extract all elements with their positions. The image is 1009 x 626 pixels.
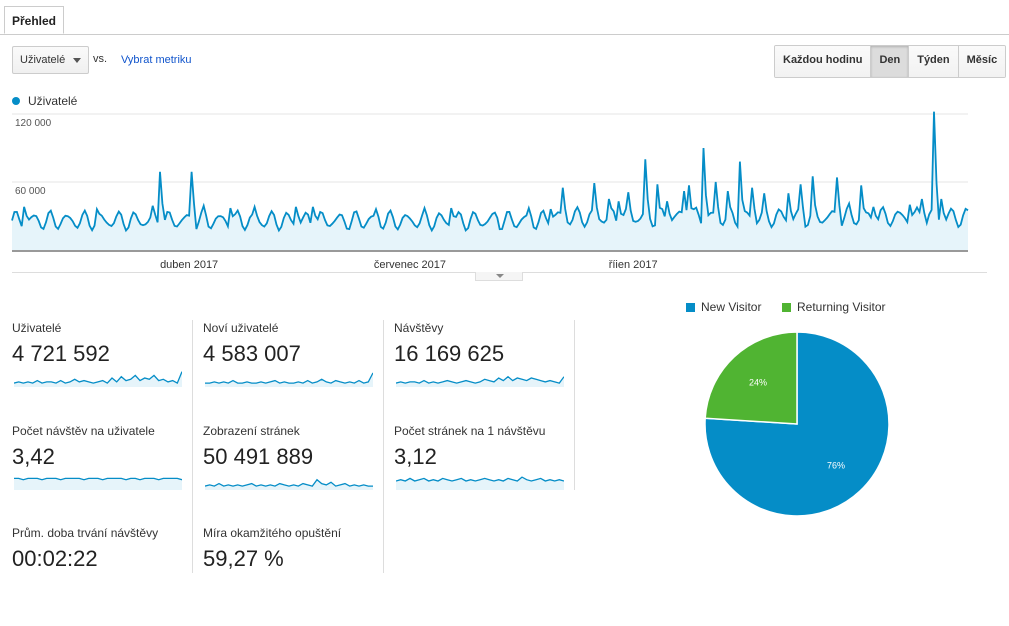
metric-card[interactable]: Počet návštěv na uživatele 3,42 bbox=[12, 424, 192, 524]
sparkline-line bbox=[205, 372, 373, 384]
vs-label: vs. bbox=[93, 53, 108, 65]
x-tick-label: duben 2017 bbox=[160, 259, 218, 268]
metric-label: Prům. doba trvání návštěvy bbox=[12, 526, 159, 540]
metric-label: Zobrazení stránek bbox=[203, 424, 300, 438]
granularity-buttons: Každou hodinu Den Týden Měsíc bbox=[774, 45, 1007, 78]
visitor-type-pie-chart[interactable]: 76% 24% bbox=[700, 327, 900, 527]
legend-label: Uživatelé bbox=[28, 94, 78, 108]
metric-sparkline bbox=[205, 372, 373, 387]
metric-divider bbox=[383, 320, 384, 573]
sparkline-line bbox=[205, 478, 373, 487]
tab-bar: Přehled bbox=[0, 0, 1009, 35]
metric-value: 4 721 592 bbox=[12, 341, 110, 366]
users-line-chart[interactable]: 60 000 120 000 duben 2017 červenec 2017 říje… bbox=[0, 108, 1009, 268]
pie-slice-label: 24% bbox=[749, 377, 767, 387]
month-button[interactable]: Měsíc bbox=[957, 46, 1006, 77]
metric-label: Návštěvy bbox=[394, 321, 444, 335]
metric-value: 3,12 bbox=[394, 444, 437, 469]
metric-sparkline bbox=[14, 371, 182, 387]
y-tick-label: 60 000 bbox=[15, 186, 46, 197]
x-tick-label: červenec 2017 bbox=[374, 259, 446, 268]
metric-value: 59,27 % bbox=[203, 546, 284, 571]
metric-value: 3,42 bbox=[12, 444, 55, 469]
series-dot-icon bbox=[12, 97, 20, 105]
sparkline-line bbox=[396, 476, 564, 482]
y-tick-label: 120 000 bbox=[15, 118, 52, 129]
collapse-handle[interactable] bbox=[475, 272, 523, 281]
metric-label: Míra okamžitého opuštění bbox=[203, 526, 342, 540]
metric-card[interactable]: Míra okamžitého opuštění 59,27 % bbox=[203, 526, 383, 626]
chart-legend: Uživatelé bbox=[12, 94, 77, 108]
sparkline-fill bbox=[205, 479, 373, 490]
legend-swatch-icon bbox=[782, 303, 791, 312]
metric-value: 16 169 625 bbox=[394, 341, 505, 366]
metric-label: Počet návštěv na uživatele bbox=[12, 424, 155, 438]
sparkline-line bbox=[14, 371, 182, 385]
metric-select-value: Uživatelé bbox=[20, 54, 66, 66]
metric-card[interactable]: Uživatelé 4 721 592 bbox=[12, 321, 192, 421]
metric-divider bbox=[574, 320, 575, 490]
metric-card[interactable]: Návštěvy 16 169 625 bbox=[394, 321, 574, 421]
metric-label: Uživatelé bbox=[12, 321, 62, 335]
metric-card[interactable]: Počet stránek na 1 návštěvu 3,12 bbox=[394, 424, 574, 524]
metric-select[interactable]: Uživatelé bbox=[12, 46, 89, 74]
sparkline-line bbox=[396, 375, 564, 384]
pie-slice-returning-visitor[interactable] bbox=[704, 331, 798, 425]
sparkline-fill bbox=[396, 477, 564, 490]
metric-sparkline bbox=[205, 478, 373, 490]
metric-card[interactable]: Prům. doba trvání návštěvy 00:02:22 bbox=[12, 526, 192, 626]
sparkline-fill bbox=[205, 372, 373, 387]
metric-sparkline bbox=[396, 375, 564, 387]
metric-card[interactable]: Zobrazení stránek 50 491 889 bbox=[203, 424, 383, 524]
metric-sparkline bbox=[396, 476, 564, 490]
pie-legend-returning: Returning Visitor bbox=[782, 300, 886, 314]
legend-swatch-icon bbox=[686, 303, 695, 312]
select-metric-link[interactable]: Vybrat metriku bbox=[121, 54, 192, 66]
sparkline-line bbox=[14, 477, 182, 481]
metric-card[interactable]: Noví uživatelé 4 583 007 bbox=[203, 321, 383, 421]
pie-legend-new: New Visitor bbox=[686, 300, 761, 314]
x-tick-label: říjen 2017 bbox=[609, 259, 658, 268]
metric-label: Noví uživatelé bbox=[203, 321, 279, 335]
pie-legend-label: Returning Visitor bbox=[797, 300, 886, 314]
sparkline-fill bbox=[396, 376, 564, 387]
sparkline-fill bbox=[14, 478, 182, 490]
users-series-line bbox=[11, 111, 969, 233]
hourly-button[interactable]: Každou hodinu bbox=[775, 46, 871, 77]
metric-value: 4 583 007 bbox=[203, 341, 301, 366]
metric-value: 50 491 889 bbox=[203, 444, 314, 469]
pie-legend-label: New Visitor bbox=[701, 300, 762, 314]
week-button[interactable]: Týden bbox=[908, 46, 958, 77]
metric-divider bbox=[192, 320, 193, 573]
metric-label: Počet stránek na 1 návštěvu bbox=[394, 424, 546, 438]
metric-value: 00:02:22 bbox=[12, 546, 98, 571]
tab-overview[interactable]: Přehled bbox=[4, 6, 64, 34]
day-button[interactable]: Den bbox=[870, 46, 909, 77]
chevron-down-icon bbox=[73, 58, 81, 63]
pie-slice-label: 76% bbox=[827, 461, 845, 471]
metric-sparkline bbox=[14, 477, 182, 490]
area-fill bbox=[12, 111, 968, 250]
